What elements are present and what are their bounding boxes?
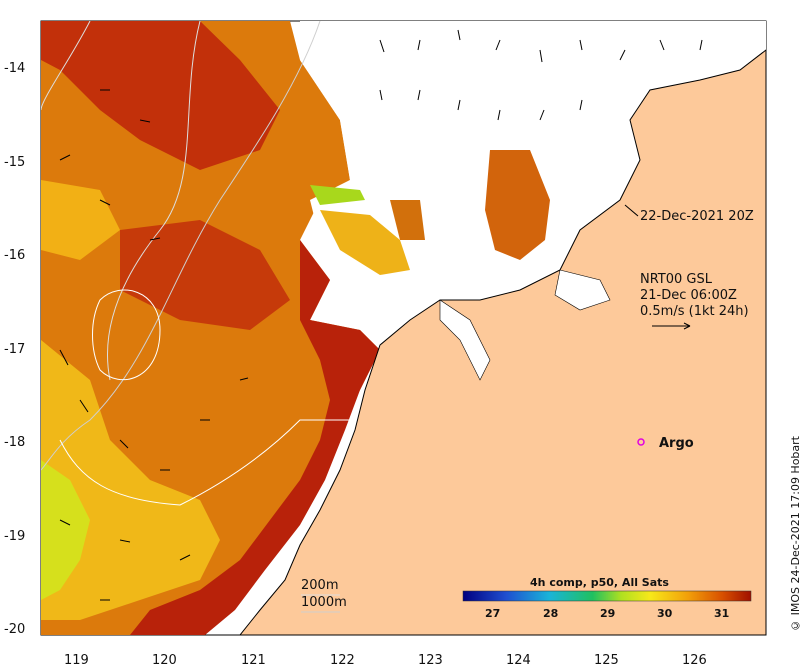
lon-tick: 121 [241,653,266,668]
lon-tick: 122 [330,653,355,668]
contour-south [59,419,350,506]
lat-tick: -19 [4,529,25,544]
lat-tick: -17 [4,342,25,357]
image-time-pointer [624,204,639,217]
argo-label: Argo [659,436,694,451]
lat-tick: -14 [4,61,25,76]
contour-legend-200m: 200m [301,578,338,593]
lon-tick: 123 [418,653,443,668]
colorbar-tick: 29 [600,607,615,620]
coastal-gap-2 [554,269,611,311]
sst-north-hot [41,21,280,170]
colorbar-title: 4h comp, p50, All Sats [530,576,669,589]
vector-scale-arrow [652,322,691,330]
image-time-label: 22-Dec-2021 20Z [640,209,754,224]
lat-axis: -14 -15 -16 -17 -18 -19 -20 [4,61,25,637]
contour-loop [92,289,161,380]
argo-float-marker[interactable] [637,438,645,446]
sst-coastal-hot [130,240,380,635]
contour-200m [41,21,201,381]
lon-tick: 126 [682,653,707,668]
sst-southwest-cool [41,340,220,620]
lat-tick: -18 [4,435,25,450]
lat-tick: -16 [4,248,25,263]
sst-patch-green [310,185,365,205]
current-time-label: 21-Dec 06:00Z [640,288,737,303]
lat-tick: -20 [4,622,25,637]
contour-1000m [41,21,321,471]
current-product-label: NRT00 GSL [640,272,713,287]
lon-tick: 125 [594,653,619,668]
colorbar-tick: 28 [543,607,558,620]
coastal-gap [439,299,491,381]
lon-tick: 124 [506,653,531,668]
credit-text: © IMOS 24-Dec-2021 17:09 Hobart [789,436,802,632]
sst-patch-ne [485,150,550,260]
lat-tick: -15 [4,155,25,170]
vector-scale-label: 0.5m/s (1kt 24h) [640,304,749,319]
colorbar-tick: 31 [714,607,729,620]
lon-tick: 119 [64,653,89,668]
colorbar [462,590,752,602]
lon-axis: 119 120 121 122 123 124 125 126 [64,653,707,668]
colorbar-tick: 30 [657,607,673,620]
contour-legend-1000m: 1000m [301,595,347,610]
colorbar-ticks: 27 28 29 30 31 [485,607,729,620]
sst-mid-hot [120,220,290,330]
current-vectors [59,29,703,601]
sst-southwest-green [41,460,90,600]
sst-patch-ne2 [320,210,410,275]
land-mass [239,49,766,635]
lon-tick: 120 [152,653,177,668]
colorbar-tick: 27 [485,607,500,620]
sst-patch-ne3 [390,200,425,240]
